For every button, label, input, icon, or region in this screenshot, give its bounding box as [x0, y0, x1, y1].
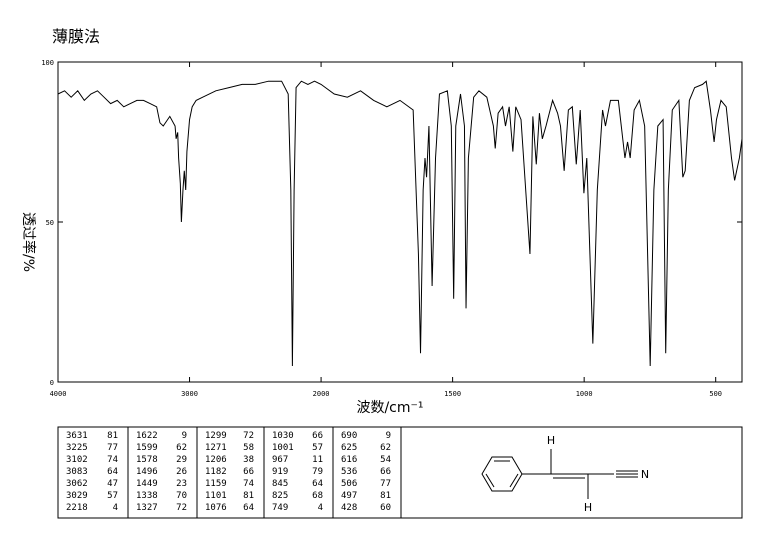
peak-transmittance: 9 [182, 431, 187, 441]
peak-transmittance: 58 [243, 443, 254, 453]
x-tick-label: 3000 [181, 390, 198, 398]
peak-wavenumber: 428 [341, 503, 357, 513]
peak-transmittance: 77 [380, 479, 391, 489]
peak-wavenumber: 3083 [66, 467, 88, 477]
peak-transmittance: 79 [312, 467, 323, 477]
peak-transmittance: 9 [386, 431, 391, 441]
peak-wavenumber: 1159 [205, 479, 227, 489]
peak-transmittance: 81 [243, 491, 254, 501]
y-axis-label: 透过率/% [20, 212, 37, 272]
chart-title: 薄膜法 [52, 27, 100, 46]
peak-wavenumber: 625 [341, 443, 357, 453]
peak-wavenumber: 1030 [272, 431, 294, 441]
peak-wavenumber: 967 [272, 455, 288, 465]
peak-wavenumber: 1076 [205, 503, 227, 513]
peak-transmittance: 77 [107, 443, 118, 453]
y-tick-label: 50 [46, 219, 54, 227]
x-tick-label: 1000 [576, 390, 593, 398]
peak-transmittance: 72 [243, 431, 254, 441]
peak-transmittance: 57 [107, 491, 118, 501]
peak-transmittance: 60 [380, 503, 391, 513]
table-dividers [127, 427, 402, 518]
x-tick-label: 1500 [444, 390, 461, 398]
peak-wavenumber: 1622 [136, 431, 158, 441]
peak-transmittance: 66 [312, 431, 323, 441]
peak-wavenumber: 3062 [66, 479, 88, 489]
peak-transmittance: 64 [107, 467, 118, 477]
peak-wavenumber: 919 [272, 467, 288, 477]
x-tick-label: 4000 [50, 390, 67, 398]
plot-frame [57, 61, 743, 383]
peak-wavenumber: 1206 [205, 455, 227, 465]
peak-transmittance: 66 [243, 467, 254, 477]
x-axis-label: 波数/cm⁻¹ [356, 400, 423, 416]
peak-transmittance: 64 [312, 479, 323, 489]
atom-label: H [547, 434, 555, 447]
peak-transmittance: 74 [243, 479, 254, 489]
peak-transmittance: 4 [318, 503, 323, 513]
peak-wavenumber: 3102 [66, 455, 88, 465]
peak-transmittance: 47 [107, 479, 118, 489]
peak-transmittance: 29 [176, 455, 187, 465]
peak-wavenumber: 690 [341, 431, 357, 441]
atom-label: H [584, 501, 592, 514]
peak-wavenumber: 3631 [66, 431, 88, 441]
spectrum-line [57, 80, 743, 367]
peak-transmittance: 11 [312, 455, 323, 465]
peak-transmittance: 23 [176, 479, 187, 489]
peak-transmittance: 66 [380, 467, 391, 477]
structure-drawing [481, 449, 638, 499]
peak-transmittance: 54 [380, 455, 391, 465]
table-frame [57, 426, 743, 519]
peak-wavenumber: 1338 [136, 491, 158, 501]
peak-wavenumber: 1496 [136, 467, 158, 477]
atom-label: N [641, 468, 649, 481]
y-tick-label: 0 [50, 379, 54, 387]
peak-transmittance: 74 [107, 455, 118, 465]
x-tick-label: 2000 [313, 390, 330, 398]
peak-wavenumber: 506 [341, 479, 357, 489]
peak-wavenumber: 3225 [66, 443, 88, 453]
peak-wavenumber: 1182 [205, 467, 227, 477]
peak-transmittance: 68 [312, 491, 323, 501]
peak-transmittance: 26 [176, 467, 187, 477]
peak-transmittance: 72 [176, 503, 187, 513]
peak-transmittance: 70 [176, 491, 187, 501]
peak-wavenumber: 749 [272, 503, 288, 513]
peak-transmittance: 57 [312, 443, 323, 453]
peak-transmittance: 64 [243, 503, 254, 513]
peak-transmittance: 62 [176, 443, 187, 453]
peak-wavenumber: 1001 [272, 443, 294, 453]
x-tick-label: 500 [709, 390, 722, 398]
peak-transmittance: 38 [243, 455, 254, 465]
peak-transmittance: 81 [107, 431, 118, 441]
peak-wavenumber: 1327 [136, 503, 158, 513]
peak-wavenumber: 1578 [136, 455, 158, 465]
peak-wavenumber: 1299 [205, 431, 227, 441]
peak-wavenumber: 497 [341, 491, 357, 501]
peak-wavenumber: 616 [341, 455, 357, 465]
peak-wavenumber: 1271 [205, 443, 227, 453]
peak-wavenumber: 536 [341, 467, 357, 477]
peak-wavenumber: 825 [272, 491, 288, 501]
peak-wavenumber: 3029 [66, 491, 88, 501]
peak-wavenumber: 2218 [66, 503, 88, 513]
peak-transmittance: 81 [380, 491, 391, 501]
peak-wavenumber: 1449 [136, 479, 158, 489]
peak-wavenumber: 1599 [136, 443, 158, 453]
y-tick-label: 100 [41, 59, 54, 67]
peak-transmittance: 4 [113, 503, 118, 513]
peak-wavenumber: 1101 [205, 491, 227, 501]
peak-wavenumber: 845 [272, 479, 288, 489]
peak-transmittance: 62 [380, 443, 391, 453]
